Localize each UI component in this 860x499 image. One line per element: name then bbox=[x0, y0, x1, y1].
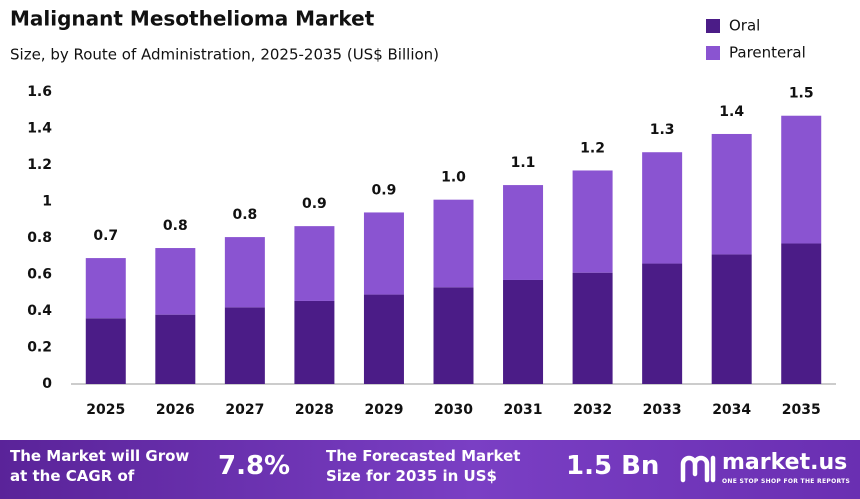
x-tick-label: 2028 bbox=[295, 402, 334, 418]
total-label: 0.8 bbox=[232, 207, 257, 223]
text-line: The Market will Grow bbox=[10, 447, 190, 465]
y-tick-label: 1.4 bbox=[27, 121, 52, 137]
bar-segment bbox=[642, 152, 683, 264]
total-label: 1.0 bbox=[441, 170, 466, 186]
bar-segment bbox=[433, 287, 474, 384]
total-label: 1.5 bbox=[789, 86, 814, 102]
legend-label: Parenteral bbox=[729, 44, 806, 62]
x-tick-label: 2031 bbox=[504, 402, 543, 418]
bar-segment bbox=[363, 212, 404, 295]
chart: Malignant Mesothelioma Market Size, by R… bbox=[10, 7, 836, 418]
bar-segment bbox=[294, 226, 335, 301]
x-tick-label: 2025 bbox=[86, 402, 125, 418]
bar-segment bbox=[155, 314, 196, 384]
cagr-label: The Market will Grow at the CAGR of bbox=[10, 446, 189, 486]
total-label: 0.7 bbox=[93, 228, 118, 244]
bar-segment bbox=[224, 237, 265, 308]
legend-swatch bbox=[706, 46, 720, 60]
y-tick-label: 1.6 bbox=[27, 84, 52, 100]
x-tick-label: 2034 bbox=[712, 402, 751, 418]
footer: The Market will Grow at the CAGR of 7.8% … bbox=[0, 440, 860, 499]
bar-segment bbox=[503, 185, 544, 280]
y-tick-label: 0.2 bbox=[27, 340, 52, 356]
total-label: 0.8 bbox=[163, 218, 188, 234]
x-tick-label: 2030 bbox=[434, 402, 473, 418]
brand: market.us bbox=[722, 450, 848, 475]
legend-label: Oral bbox=[729, 17, 760, 35]
total-label: 1.2 bbox=[580, 140, 605, 156]
legend-swatch bbox=[706, 19, 720, 33]
y-tick-label: 0.8 bbox=[27, 230, 52, 246]
bar-segment bbox=[503, 279, 544, 384]
bar-segment bbox=[85, 258, 126, 319]
bar-segment bbox=[711, 133, 752, 255]
bar-segment bbox=[294, 300, 335, 384]
y-tick-label: 0.4 bbox=[27, 303, 52, 319]
total-label: 0.9 bbox=[372, 182, 397, 198]
total-label: 1.1 bbox=[511, 155, 536, 171]
y-tick-label: 0.6 bbox=[27, 267, 52, 283]
chart-title: Malignant Mesothelioma Market bbox=[10, 7, 375, 31]
x-tick-label: 2033 bbox=[643, 402, 682, 418]
total-label: 1.3 bbox=[650, 122, 675, 138]
x-tick-label: 2029 bbox=[364, 402, 403, 418]
x-tick-label: 2027 bbox=[225, 402, 264, 418]
bar-segment bbox=[85, 318, 126, 384]
y-tick-label: 1 bbox=[42, 194, 52, 210]
total-label: 1.4 bbox=[719, 104, 744, 120]
bar-segment bbox=[781, 115, 822, 244]
total-label: 0.9 bbox=[302, 196, 327, 212]
bar-segment bbox=[642, 263, 683, 384]
text-line: at the CAGR of bbox=[10, 467, 135, 485]
y-tick-label: 0 bbox=[42, 376, 52, 392]
chart-subtitle: Size, by Route of Administration, 2025-2… bbox=[10, 46, 439, 64]
text-line: Size for 2035 in US$ bbox=[326, 467, 497, 485]
bar-segment bbox=[572, 170, 613, 273]
cagr-value: 7.8% bbox=[218, 451, 291, 481]
tagline: ONE STOP SHOP FOR THE REPORTS bbox=[722, 478, 851, 485]
logo-icon bbox=[680, 455, 716, 483]
x-tick-label: 2026 bbox=[156, 402, 195, 418]
forecast-value: 1.5 Bn bbox=[566, 451, 660, 481]
x-tick-label: 2032 bbox=[573, 402, 612, 418]
bar-segment bbox=[572, 272, 613, 384]
y-tick-label: 1.2 bbox=[27, 157, 52, 173]
x-tick-label: 2035 bbox=[782, 402, 821, 418]
bar-segment bbox=[155, 248, 196, 315]
bar-segment bbox=[363, 294, 404, 384]
bar-segment bbox=[433, 199, 474, 288]
bar-segment bbox=[781, 243, 822, 384]
bar-segment bbox=[711, 254, 752, 384]
text-line: The Forecasted Market bbox=[326, 447, 521, 465]
forecast-label: The Forecasted Market Size for 2035 in US… bbox=[326, 446, 520, 486]
bar-segment bbox=[224, 307, 265, 384]
